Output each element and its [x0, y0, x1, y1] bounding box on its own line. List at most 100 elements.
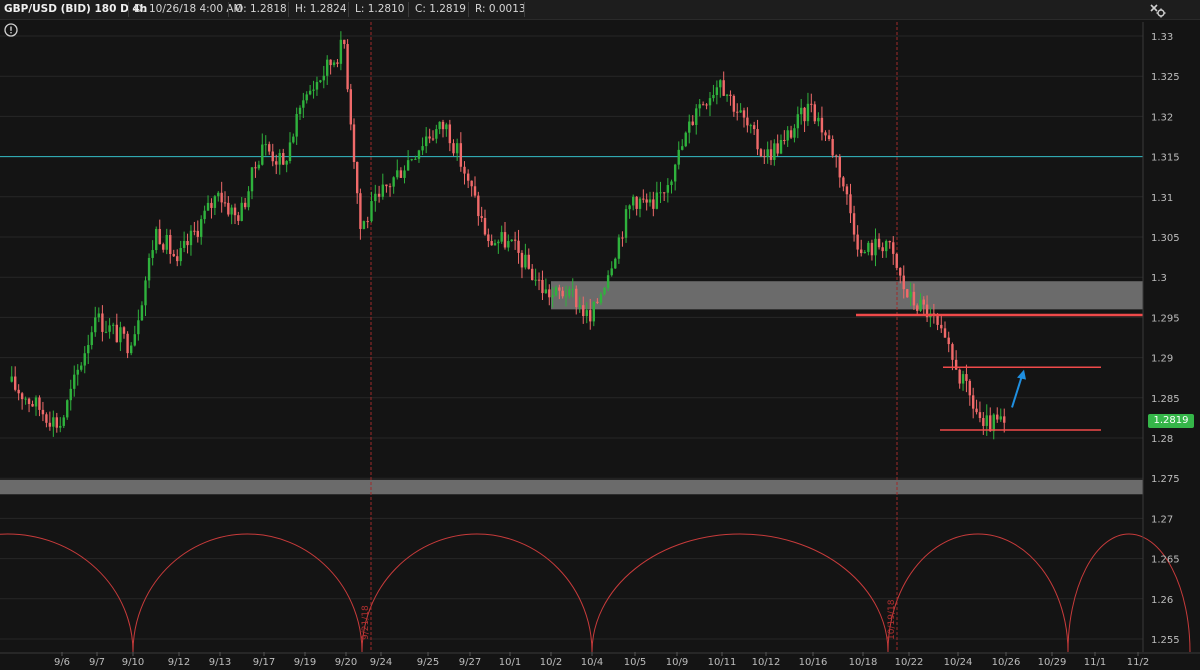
- candle-body: [719, 80, 722, 88]
- candle-body: [856, 234, 859, 250]
- trend-annotations[interactable]: [856, 313, 1143, 431]
- header-separator: [468, 2, 469, 17]
- candle-body: [308, 90, 312, 95]
- candle-body: [554, 287, 558, 296]
- candle-body: [769, 149, 773, 160]
- candle-body: [452, 143, 455, 154]
- header-separator: [128, 2, 129, 17]
- x-tick-label: 9/20: [335, 657, 357, 668]
- candle-body: [582, 305, 585, 317]
- candle-body: [126, 333, 129, 354]
- candle-body: [343, 39, 346, 45]
- candle-body: [172, 254, 175, 257]
- candle-body: [52, 417, 55, 427]
- candle-body: [722, 80, 725, 96]
- y-tick-label: 1.265: [1151, 555, 1180, 566]
- candle-body: [144, 280, 147, 306]
- candle-body: [370, 201, 373, 222]
- candle-body: [10, 376, 13, 382]
- candle-body: [677, 149, 680, 165]
- candle-body: [45, 414, 48, 423]
- candle-body: [610, 268, 613, 276]
- y-tick-label: 1.31: [1151, 193, 1173, 204]
- style-settings-icon[interactable]: [1148, 1, 1166, 18]
- up-arrow-shaft: [1011, 375, 1023, 408]
- candle-body: [230, 207, 233, 215]
- candle-body: [41, 409, 45, 415]
- candle-body: [849, 194, 852, 214]
- candle-body: [332, 62, 336, 66]
- candle-body: [203, 210, 206, 220]
- candle-body: [213, 196, 217, 208]
- candle-body: [186, 241, 189, 246]
- candle-body: [635, 196, 638, 209]
- y-tick-label: 1.26: [1151, 595, 1173, 606]
- candle-body: [483, 217, 487, 235]
- candle-body: [356, 161, 359, 194]
- candle-body: [359, 193, 362, 229]
- candle-body: [264, 144, 267, 146]
- header-separator: [228, 2, 229, 17]
- candle-body: [282, 152, 285, 165]
- candle-body: [912, 291, 916, 306]
- candle-body: [14, 376, 17, 390]
- candle-body: [813, 104, 816, 122]
- candle-body: [736, 111, 739, 113]
- cycle-arc: [361, 533, 593, 653]
- candle-body: [978, 412, 982, 419]
- candle-body: [62, 417, 65, 426]
- symbol-label[interactable]: GBP/USD (BID) 180 D 4h: [4, 3, 148, 15]
- candle-body: [151, 250, 154, 258]
- cycle-arc: [887, 533, 1069, 653]
- candle-body: [179, 247, 182, 262]
- candle-body: [779, 139, 783, 154]
- candle-body: [466, 173, 470, 181]
- candle-body: [895, 253, 898, 268]
- candle-body: [137, 320, 140, 335]
- candle-body: [592, 301, 595, 322]
- candle-body: [257, 164, 261, 169]
- candle-body: [881, 247, 884, 252]
- candle-body: [271, 151, 274, 162]
- y-tick-label: 1.32: [1151, 112, 1173, 123]
- candle-body: [670, 181, 673, 186]
- candle-body: [531, 268, 534, 281]
- alert-icon[interactable]: [4, 23, 18, 37]
- candle-body: [455, 143, 459, 154]
- candle-body: [951, 344, 954, 360]
- candle-body: [315, 82, 319, 90]
- candle-body: [902, 275, 905, 290]
- candle-body: [537, 279, 541, 281]
- candle-body: [295, 114, 298, 137]
- candle-body: [445, 124, 448, 130]
- candle-body: [115, 324, 118, 343]
- candle-body: [336, 62, 339, 64]
- candle-body: [885, 241, 888, 252]
- x-tick-label: 9/19: [294, 657, 316, 668]
- time-markers: 9/21/18 10/19/18: [361, 22, 898, 652]
- x-tick-label: 10/24: [944, 657, 973, 668]
- cycle-arcs: [0, 533, 1191, 653]
- candle-body: [366, 221, 369, 223]
- candle-body: [732, 95, 736, 112]
- candle-body: [385, 184, 388, 187]
- candle-body: [925, 304, 929, 318]
- candlesticks: [10, 31, 1006, 440]
- candle-body: [388, 186, 392, 188]
- candle-body: [158, 228, 161, 245]
- candle-body: [477, 195, 480, 217]
- candle-body: [48, 422, 52, 427]
- last-price-tag: 1.2819: [1148, 414, 1194, 428]
- candle-body: [845, 186, 849, 195]
- candle-body: [227, 202, 230, 215]
- x-tick-label: 10/11: [708, 657, 737, 668]
- candle-body: [438, 121, 441, 130]
- candle-body: [786, 130, 789, 141]
- candle-body: [766, 149, 769, 157]
- candle-body: [551, 295, 554, 298]
- candle-body: [544, 289, 548, 294]
- candle-body: [292, 136, 295, 143]
- y-tick-label: 1.285: [1151, 394, 1180, 405]
- candle-body: [55, 417, 58, 428]
